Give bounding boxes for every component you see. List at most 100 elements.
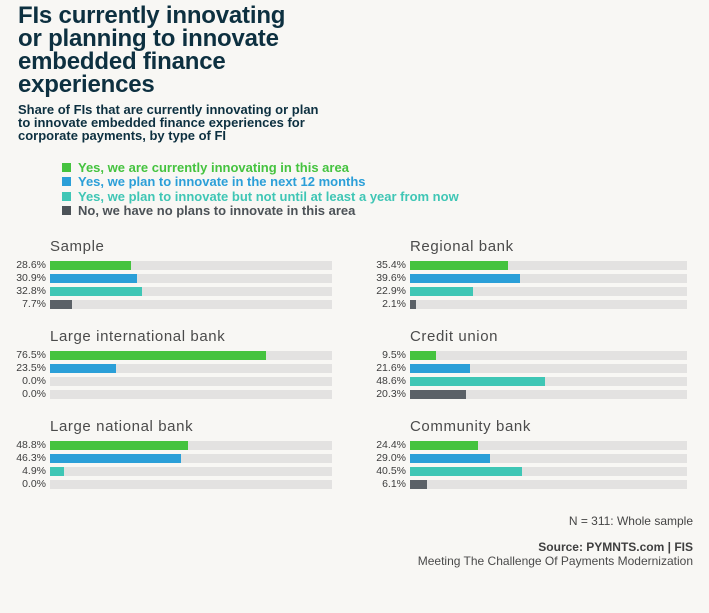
bar-track <box>410 377 687 386</box>
legend: Yes, we are currently innovating in this… <box>62 160 459 218</box>
chart-large-national-bank: Large national bank 48.8% 46.3% 4.9% 0.0% <box>0 417 332 493</box>
bar-track <box>50 287 332 296</box>
legend-item-yes-we-plan-to-innovate-: Yes, we plan to innovate in the next 12 … <box>62 175 459 190</box>
bar-fill <box>410 300 416 309</box>
legend-label: Yes, we plan to innovate in the next 12 … <box>78 174 366 190</box>
bar-track <box>410 390 687 399</box>
bar-value-label: 0.0% <box>22 375 46 387</box>
bar-value-label: 6.1% <box>382 478 406 490</box>
bar-value-label: 23.5% <box>16 362 46 374</box>
chart-large-international-bank: Large international bank 76.5% 23.5% 0.0% 0.… <box>0 327 332 403</box>
chart-title: Sample <box>50 238 105 255</box>
bar-track <box>50 377 332 386</box>
chart-title: Regional bank <box>410 238 514 255</box>
legend-label: Yes, we plan to innovate but not until a… <box>78 188 459 204</box>
bar-value-label: 30.9% <box>16 272 46 284</box>
bar-track <box>410 364 687 373</box>
header: FIs currently innovating or planning to … <box>18 4 418 142</box>
bar-row: 40.5% <box>360 465 687 477</box>
bar-row: 46.3% <box>0 452 332 464</box>
bar-fill <box>50 467 64 476</box>
bar-row: 7.7% <box>0 299 332 309</box>
bar-fill <box>50 351 266 360</box>
bar-value-label: 21.6% <box>376 362 406 374</box>
chart-regional-bank: Regional bank 35.4% 39.6% 22.9% 2.1% <box>360 237 687 313</box>
bar-fill <box>410 287 474 296</box>
bar-fill <box>50 300 72 309</box>
bar-track <box>50 261 332 270</box>
bar-row: 39.6% <box>360 272 687 284</box>
page-title: FIs currently innovating or planning to … <box>18 2 286 98</box>
bar-fill <box>410 377 545 386</box>
bar-track <box>410 300 687 309</box>
bar-fill <box>410 390 467 399</box>
bar-track <box>50 351 332 360</box>
bar-track <box>410 261 687 270</box>
bar-track <box>50 390 332 399</box>
bar-track <box>410 480 687 489</box>
bar-fill <box>50 441 188 450</box>
legend-item-yes-we-plan-to-innovate-: Yes, we plan to innovate but not until a… <box>62 189 459 204</box>
chart-title: Credit union <box>410 328 499 345</box>
bar-row: 0.0% <box>0 389 332 399</box>
bar-fill <box>410 351 437 360</box>
bar-fill <box>50 261 131 270</box>
bar-row: 9.5% <box>360 349 687 361</box>
bar-value-label: 20.3% <box>376 388 406 400</box>
bar-track <box>50 441 332 450</box>
chart-community-bank: Community bank 24.4% 29.0% 40.5% 6.1% <box>360 417 687 493</box>
charts-grid: Sample 28.6% 30.9% 32.8% 7.7% Regional bank 35… <box>0 237 709 493</box>
bar-fill <box>410 274 520 283</box>
bar-row: 22.9% <box>360 285 687 297</box>
bar-value-label: 39.6% <box>376 272 406 284</box>
bar-value-label: 29.0% <box>376 452 406 464</box>
bar-track <box>410 287 687 296</box>
bar-fill <box>410 364 470 373</box>
bar-row: 28.6% <box>0 259 332 271</box>
bar-value-label: 24.4% <box>376 439 406 451</box>
source-line: Source: PYMNTS.com | FIS <box>538 540 693 554</box>
bar-value-label: 22.9% <box>376 285 406 297</box>
chart-title: Large international bank <box>50 328 226 345</box>
bar-fill <box>50 364 117 373</box>
bar-track <box>50 300 332 309</box>
source-block: Source: PYMNTS.com | FIS Meeting The Cha… <box>418 540 693 568</box>
bar-value-label: 40.5% <box>376 465 406 477</box>
legend-label: Yes, we are currently innovating in this… <box>78 159 349 175</box>
bar-row: 32.8% <box>0 285 332 297</box>
bar-row: 6.1% <box>360 478 687 490</box>
credit-line: Meeting The Challenge Of Payments Modern… <box>417 554 693 568</box>
bar-value-label: 76.5% <box>16 349 46 361</box>
bar-fill <box>410 441 478 450</box>
chart-title: Community bank <box>410 418 531 435</box>
legend-label: No, we have no plans to innovate in this… <box>78 203 356 219</box>
legend-item-no-we-have-no-plans-to-i: No, we have no plans to innovate in this… <box>62 204 459 219</box>
bar-value-label: 28.6% <box>16 259 46 271</box>
bar-value-label: 9.5% <box>382 349 406 361</box>
bar-row: 4.9% <box>0 465 332 477</box>
chart-credit-union: Credit union 9.5% 21.6% 48.6% 20.3% <box>360 327 687 403</box>
bar-row: 20.3% <box>360 388 687 400</box>
bar-value-label: 32.8% <box>16 285 46 297</box>
bar-value-label: 35.4% <box>376 259 406 271</box>
bar-fill <box>50 454 181 463</box>
bar-track <box>50 480 332 489</box>
bar-fill <box>50 274 138 283</box>
bar-row: 30.9% <box>0 272 332 284</box>
bar-track <box>50 274 332 283</box>
bar-value-label: 46.3% <box>16 452 46 464</box>
bar-row: 23.5% <box>0 362 332 374</box>
legend-swatch-icon <box>62 162 71 172</box>
sample-size-note: N = 311: Whole sample <box>568 514 693 528</box>
bar-value-label: 4.9% <box>22 465 46 477</box>
bar-track <box>410 441 687 450</box>
bar-track <box>50 467 332 476</box>
bar-track <box>410 274 687 283</box>
legend-item-yes-we-are-currently-inn: Yes, we are currently innovating in this… <box>62 160 459 175</box>
bar-track <box>410 454 687 463</box>
bar-row: 76.5% <box>0 349 332 361</box>
bar-row: 48.6% <box>360 376 687 386</box>
bar-track <box>410 467 687 476</box>
bar-row: 0.0% <box>0 479 332 489</box>
